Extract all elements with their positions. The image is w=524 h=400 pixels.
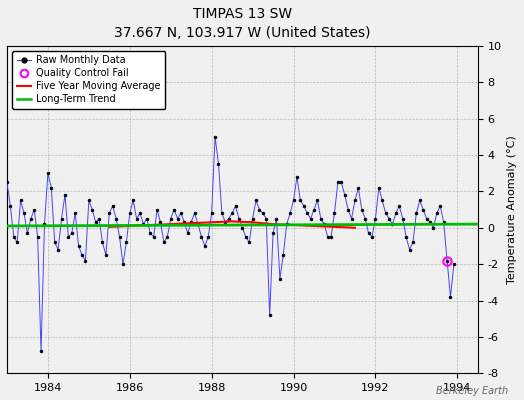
Text: Berkeley Earth: Berkeley Earth xyxy=(436,386,508,396)
Legend: Raw Monthly Data, Quality Control Fail, Five Year Moving Average, Long-Term Tren: Raw Monthly Data, Quality Control Fail, … xyxy=(12,51,166,109)
Y-axis label: Temperature Anomaly (°C): Temperature Anomaly (°C) xyxy=(507,135,517,284)
Title: TIMPAS 13 SW
37.667 N, 103.917 W (United States): TIMPAS 13 SW 37.667 N, 103.917 W (United… xyxy=(114,7,370,40)
